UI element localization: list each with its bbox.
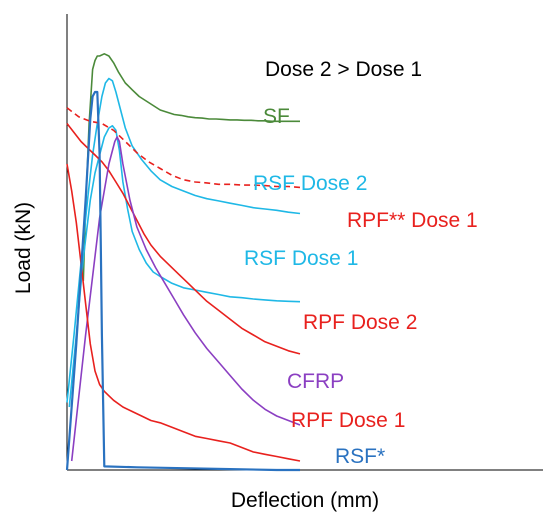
series-line-rpf-dose-1 [66, 163, 301, 462]
series-label-rpf-dose-1: RPF** Dose 1 [347, 209, 478, 232]
series-label-rsf-dose-1: RSF Dose 1 [244, 247, 358, 270]
series-line-rsf [65, 90, 300, 472]
series-line-sf [82, 52, 300, 282]
series-line-cfrp [70, 136, 301, 462]
series-line-rpf-dose-2 [66, 123, 301, 355]
series-label-rsf: RSF* [335, 445, 385, 468]
axes [66, 14, 543, 471]
series-label-sf: SF [263, 105, 290, 128]
series-line-rsf-dose-2 [66, 77, 301, 403]
series-layer [65, 52, 301, 472]
series-label-rpf-dose-1: RPF Dose 1 [291, 409, 405, 432]
x-axis-label: Deflection (mm) [231, 489, 379, 512]
series-line-rpf-dose-1 [66, 107, 301, 189]
series-label-cfrp: CFRP [287, 370, 344, 393]
series-label-rpf-dose-2: RPF Dose 2 [303, 311, 417, 334]
series-label-layer: SF RSF Dose 2 RSF Dose 1 RPF** Dose 1 RPF Do… [244, 105, 478, 468]
series-label-rsf-dose-2: RSF Dose 2 [253, 172, 367, 195]
y-axis-label: Load (kN) [12, 202, 35, 294]
annotation-dose-comparison: Dose 2 > Dose 1 [265, 58, 422, 81]
